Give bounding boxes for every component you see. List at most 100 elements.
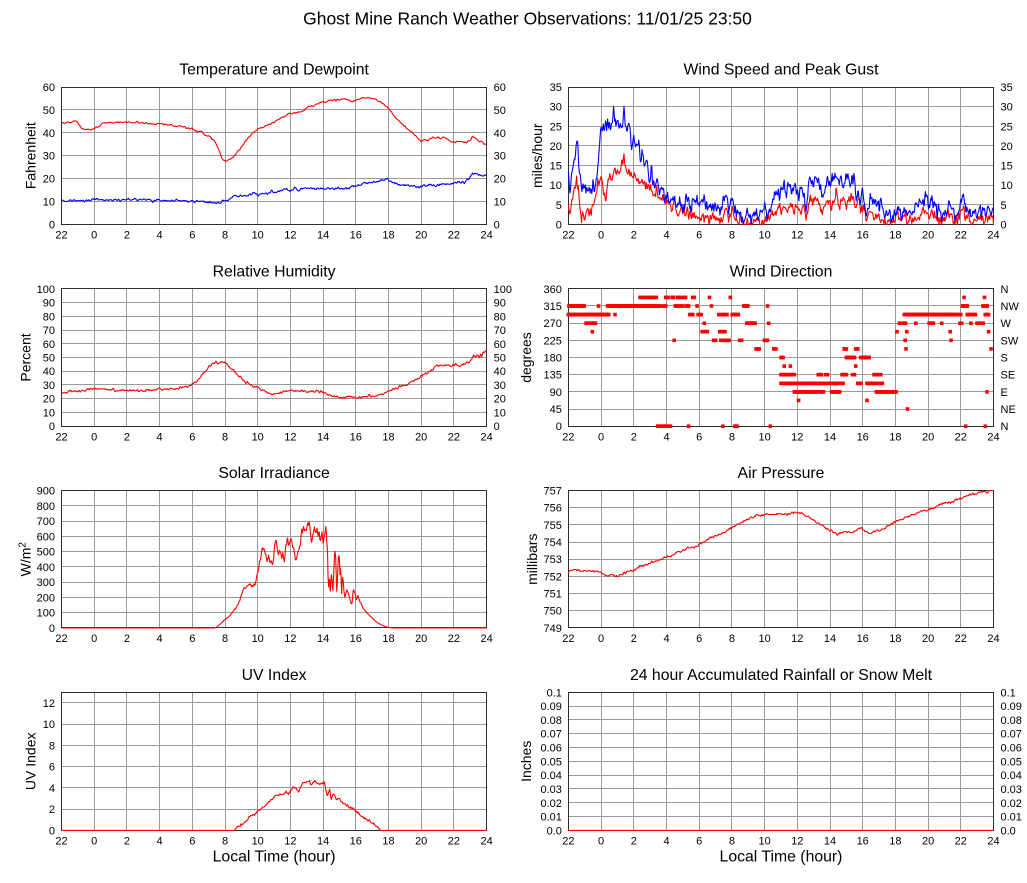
svg-text:0: 0 <box>494 421 500 433</box>
svg-text:22: 22 <box>55 230 67 242</box>
svg-text:757: 757 <box>544 486 562 498</box>
svg-text:16: 16 <box>857 431 869 443</box>
svg-text:Local Time (hour): Local Time (hour) <box>720 849 843 866</box>
svg-text:16: 16 <box>857 836 869 848</box>
svg-text:24: 24 <box>987 633 999 645</box>
svg-text:60: 60 <box>494 339 506 351</box>
svg-text:24 hour Accumulated Rainfall o: 24 hour Accumulated Rainfall or Snow Mel… <box>630 667 933 684</box>
svg-text:20: 20 <box>415 836 427 848</box>
svg-text:14: 14 <box>824 230 836 242</box>
svg-text:0: 0 <box>598 633 604 645</box>
svg-text:Temperature and Dewpoint: Temperature and Dewpoint <box>179 62 369 79</box>
svg-text:10: 10 <box>758 633 770 645</box>
svg-text:24: 24 <box>480 836 492 848</box>
svg-text:30: 30 <box>550 102 562 114</box>
svg-text:4: 4 <box>157 633 163 645</box>
svg-text:16: 16 <box>350 633 362 645</box>
svg-text:6: 6 <box>189 836 195 848</box>
svg-text:0: 0 <box>598 836 604 848</box>
svg-text:12: 12 <box>43 698 55 710</box>
svg-text:20: 20 <box>922 633 934 645</box>
svg-text:8: 8 <box>49 740 55 752</box>
svg-text:10: 10 <box>494 408 506 420</box>
svg-text:14: 14 <box>317 633 329 645</box>
svg-text:35: 35 <box>550 82 562 94</box>
svg-text:N: N <box>1001 421 1009 433</box>
svg-text:360: 360 <box>544 284 562 296</box>
svg-text:20: 20 <box>415 431 427 443</box>
svg-text:Wind Direction: Wind Direction <box>730 263 833 280</box>
svg-text:0.06: 0.06 <box>540 743 561 755</box>
svg-text:22: 22 <box>562 230 574 242</box>
svg-text:0.04: 0.04 <box>1001 770 1022 782</box>
svg-text:2: 2 <box>631 230 637 242</box>
svg-text:90: 90 <box>494 298 506 310</box>
svg-text:18: 18 <box>889 431 901 443</box>
svg-text:30: 30 <box>494 151 506 163</box>
svg-text:8: 8 <box>222 633 228 645</box>
svg-text:18: 18 <box>889 836 901 848</box>
svg-text:16: 16 <box>857 633 869 645</box>
svg-text:2: 2 <box>124 633 130 645</box>
svg-text:0: 0 <box>91 836 97 848</box>
svg-text:24: 24 <box>480 633 492 645</box>
svg-text:SE: SE <box>1001 370 1016 382</box>
svg-text:45: 45 <box>550 404 562 416</box>
svg-text:24: 24 <box>480 431 492 443</box>
svg-text:600: 600 <box>37 531 55 543</box>
svg-text:Air Pressure: Air Pressure <box>738 465 825 482</box>
svg-text:16: 16 <box>857 230 869 242</box>
svg-text:30: 30 <box>494 380 506 392</box>
svg-text:15: 15 <box>550 161 562 173</box>
svg-text:Fahrenheit: Fahrenheit <box>22 122 38 189</box>
svg-text:5: 5 <box>556 200 562 212</box>
svg-text:10: 10 <box>252 230 264 242</box>
svg-text:18: 18 <box>382 230 394 242</box>
svg-text:NE: NE <box>1001 404 1016 416</box>
svg-text:0: 0 <box>91 230 97 242</box>
svg-text:10: 10 <box>252 431 264 443</box>
svg-text:Solar Irradiance: Solar Irradiance <box>218 465 330 482</box>
svg-text:800: 800 <box>37 501 55 513</box>
svg-text:20: 20 <box>494 174 506 186</box>
svg-text:50: 50 <box>43 105 55 117</box>
svg-text:8: 8 <box>222 230 228 242</box>
svg-text:2: 2 <box>631 836 637 848</box>
svg-text:miles/hour: miles/hour <box>529 123 545 188</box>
svg-text:0: 0 <box>494 219 500 231</box>
svg-text:22: 22 <box>955 230 967 242</box>
svg-text:0.07: 0.07 <box>540 729 561 741</box>
svg-text:0.09: 0.09 <box>540 701 561 713</box>
svg-text:0.06: 0.06 <box>1001 743 1022 755</box>
svg-text:8: 8 <box>222 836 228 848</box>
svg-text:20: 20 <box>922 836 934 848</box>
svg-text:749: 749 <box>544 623 562 635</box>
svg-text:40: 40 <box>494 128 506 140</box>
svg-text:12: 12 <box>791 633 803 645</box>
svg-text:50: 50 <box>494 105 506 117</box>
svg-text:30: 30 <box>1001 102 1013 114</box>
svg-text:756: 756 <box>544 503 562 515</box>
svg-text:22: 22 <box>448 431 460 443</box>
svg-text:24: 24 <box>987 431 999 443</box>
svg-text:22: 22 <box>955 431 967 443</box>
svg-text:80: 80 <box>43 311 55 323</box>
svg-text:700: 700 <box>37 516 55 528</box>
svg-text:W: W <box>1001 318 1012 330</box>
svg-text:90: 90 <box>550 387 562 399</box>
svg-text:18: 18 <box>889 230 901 242</box>
svg-text:8: 8 <box>729 431 735 443</box>
svg-text:Local Time (hour): Local Time (hour) <box>213 849 336 866</box>
svg-text:30: 30 <box>43 151 55 163</box>
svg-text:8: 8 <box>729 633 735 645</box>
svg-text:2: 2 <box>631 431 637 443</box>
svg-text:25: 25 <box>550 121 562 133</box>
svg-text:0: 0 <box>91 633 97 645</box>
svg-text:200: 200 <box>37 592 55 604</box>
svg-text:25: 25 <box>1001 121 1013 133</box>
svg-text:0.08: 0.08 <box>540 715 561 727</box>
svg-text:100: 100 <box>37 284 55 296</box>
svg-text:12: 12 <box>791 431 803 443</box>
svg-text:10: 10 <box>252 633 264 645</box>
svg-text:24: 24 <box>480 230 492 242</box>
